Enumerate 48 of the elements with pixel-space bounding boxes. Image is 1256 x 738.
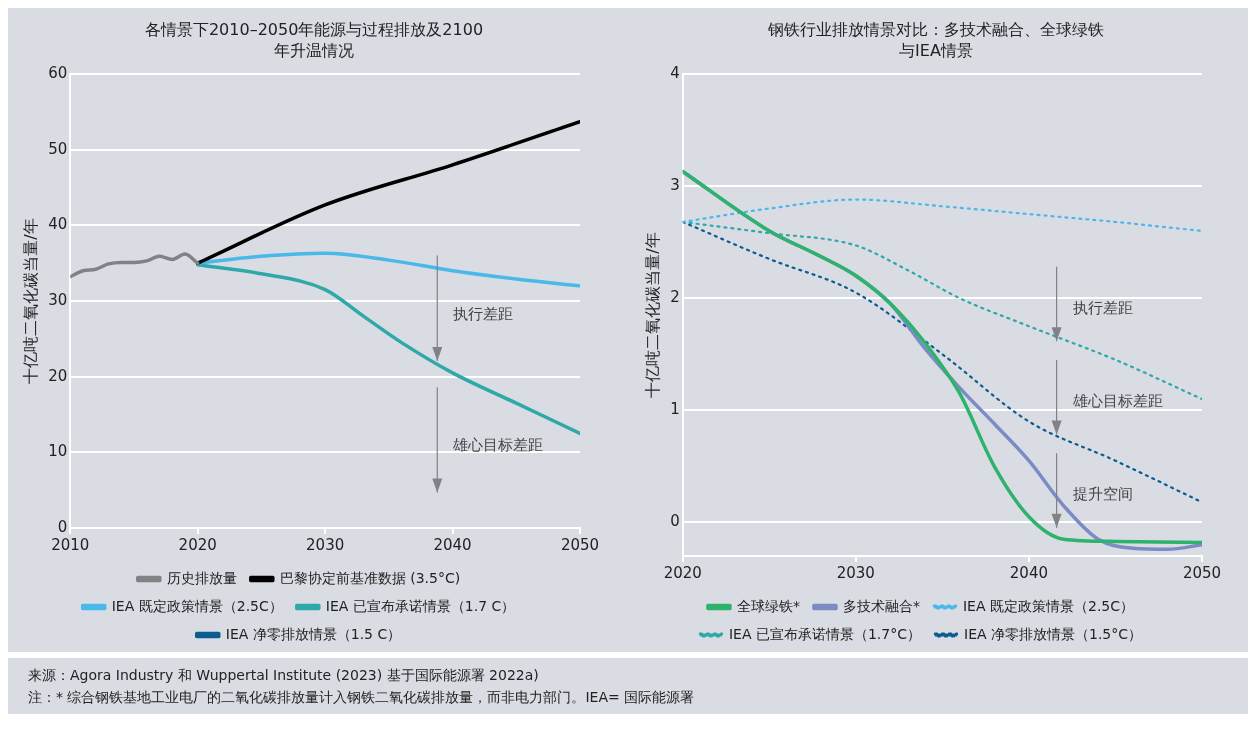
y-tick-label: 1 (670, 400, 680, 419)
line-series (195, 119, 580, 265)
x-tick-label: 2030 (836, 563, 875, 582)
annotation: 提升空间 (1072, 485, 1133, 503)
legend-label: IEA 既定政策情景（2.5C） (962, 597, 1135, 614)
legend-label: IEA 既定政策情景（2.5C） (111, 597, 283, 614)
x-tick-label: 2050 (560, 535, 600, 554)
y-axis-title: 十亿吨二氧化碳当量/年 (642, 232, 662, 398)
text: 注：* 综合钢铁基地工业电厂的二氧化碳排放量计入钢铁二氧化碳排放量，而非电力部门。IEA= 国际能源署 (28, 688, 696, 707)
y-tick-label: 3 (670, 175, 680, 194)
x-tick-label: 2020 (178, 535, 217, 554)
y-tick-label: 30 (48, 290, 68, 309)
y-tick-label: 4 (670, 63, 680, 82)
legend-label: IEA 已宣布承诺情景（1.7°C） (728, 625, 921, 642)
chart-title: 钢铁行业排放情景对比：多技术融合、全球绿铁与IEA情景 (767, 20, 1105, 62)
y-tick-label: 40 (48, 215, 68, 234)
annotation: 执行差距 (1072, 298, 1133, 317)
y-tick-label: 60 (48, 63, 68, 82)
line-series (70, 252, 200, 279)
x-tick-label: 2040 (433, 535, 472, 554)
legend-label: 多技术融合* (842, 597, 920, 614)
legend-label: IEA 净零排放情景（1.5°C） (964, 625, 1143, 642)
legend-label: 全球绿铁* (736, 597, 800, 614)
y-tick-label: 10 (48, 442, 68, 461)
line-series (682, 198, 1202, 233)
x-tick-label: 2040 (1009, 563, 1049, 582)
legend-label: 巴黎协定前基准数据 (3.5°C) (279, 569, 461, 586)
y-tick-label: 20 (48, 366, 68, 385)
y-tick-label: 2 (670, 288, 680, 307)
source-note: 来源：Agora Industry 和 Wuppertal Institute (2023) 基于国际能源署 2022a) (28, 666, 540, 685)
line-series (195, 262, 580, 436)
legend-label: IEA 已宣布承诺情景（1.7 C） (325, 597, 516, 614)
y-axis-title: 十亿吨二氧化碳当量/年 (20, 218, 40, 384)
y-tick-label: 50 (48, 139, 68, 158)
x-tick-label: 2010 (51, 535, 90, 554)
line-series (195, 251, 580, 288)
annotation: 雄心目标差距 (452, 436, 544, 455)
x-tick-label: 2050 (1182, 563, 1222, 582)
chart-title: 各情景下2010–2050年能源与过程排放及2100年升温情况 (144, 20, 484, 62)
y-tick-label: 0 (670, 512, 680, 531)
y-tick-label: 0 (57, 517, 68, 536)
legend-label: IEA 净零排放情景（1.5 C） (225, 625, 402, 642)
x-tick-label: 2030 (306, 535, 345, 554)
annotation: 雄心目标差距 (1071, 391, 1163, 410)
annotation: 执行差距 (453, 304, 514, 323)
line-series (682, 220, 1202, 504)
x-tick-label: 2020 (663, 563, 702, 582)
legend-label: 历史排放量 (166, 569, 237, 586)
